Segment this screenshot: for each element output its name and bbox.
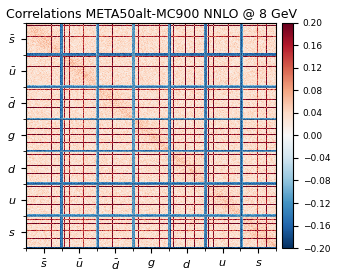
Title: Correlations META50alt-MC900 NNLO @ 8 GeV: Correlations META50alt-MC900 NNLO @ 8 Ge…: [5, 7, 297, 20]
